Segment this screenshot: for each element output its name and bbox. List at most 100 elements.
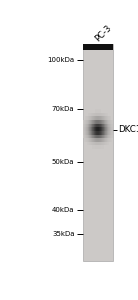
Bar <box>87 142 88 146</box>
Bar <box>91 113 92 116</box>
Text: PC-3: PC-3 <box>93 23 113 43</box>
Bar <box>101 131 102 135</box>
Bar <box>87 113 88 116</box>
Bar <box>102 142 103 146</box>
Bar <box>111 116 112 120</box>
Bar <box>83 124 84 127</box>
Bar <box>95 109 96 113</box>
Bar <box>95 116 96 120</box>
Bar <box>102 146 103 149</box>
Bar <box>101 120 102 124</box>
Bar <box>101 146 102 149</box>
Bar <box>100 113 101 116</box>
Bar <box>106 131 107 135</box>
Bar <box>91 116 92 120</box>
Bar <box>86 131 87 135</box>
Bar <box>92 116 93 120</box>
Bar <box>94 142 95 146</box>
Bar <box>85 120 86 124</box>
Bar <box>89 116 90 120</box>
Bar <box>92 131 93 135</box>
Bar <box>90 138 91 142</box>
Bar <box>108 116 109 120</box>
Bar <box>90 124 91 127</box>
Bar <box>103 142 104 146</box>
Bar <box>84 138 85 142</box>
Bar <box>89 113 90 116</box>
Bar <box>89 142 90 146</box>
Bar <box>110 124 111 127</box>
Bar <box>89 120 90 124</box>
Bar <box>98 127 99 131</box>
Bar <box>107 131 108 135</box>
Bar <box>111 124 112 127</box>
Bar <box>97 138 98 142</box>
Bar <box>86 127 87 131</box>
Bar <box>101 116 102 120</box>
Bar <box>95 124 96 127</box>
Bar <box>104 113 105 116</box>
Bar <box>92 138 93 142</box>
Bar <box>83 44 113 261</box>
Bar <box>109 131 110 135</box>
Bar <box>106 142 107 146</box>
Bar <box>90 135 91 138</box>
Bar <box>110 131 111 135</box>
Bar <box>97 135 98 138</box>
Bar <box>106 116 107 120</box>
Bar <box>108 120 109 124</box>
Bar <box>95 120 96 124</box>
Bar <box>102 116 103 120</box>
Bar <box>100 142 101 146</box>
Bar <box>102 120 103 124</box>
Bar <box>111 120 112 124</box>
Bar <box>105 124 106 127</box>
Bar <box>93 124 94 127</box>
Bar <box>99 113 100 116</box>
Bar <box>93 127 94 131</box>
Bar <box>108 138 109 142</box>
Bar <box>107 142 108 146</box>
Bar <box>106 120 107 124</box>
Bar <box>94 146 95 149</box>
Bar <box>101 124 102 127</box>
Bar <box>87 124 88 127</box>
Bar <box>92 113 93 116</box>
Bar <box>97 127 98 131</box>
Bar <box>91 127 92 131</box>
Bar <box>111 131 112 135</box>
Bar <box>110 127 111 131</box>
Bar <box>92 142 93 146</box>
Bar <box>94 131 95 135</box>
Bar <box>94 135 95 138</box>
Bar <box>83 135 84 138</box>
Bar <box>96 146 97 149</box>
Bar <box>103 146 104 149</box>
Bar <box>106 124 107 127</box>
Bar <box>99 120 100 124</box>
Bar <box>108 135 109 138</box>
Bar <box>104 131 105 135</box>
Bar <box>92 124 93 127</box>
Bar <box>107 124 108 127</box>
Bar <box>98 124 99 127</box>
Bar <box>102 124 103 127</box>
Bar <box>106 113 107 116</box>
Bar <box>88 138 89 142</box>
Bar <box>100 127 101 131</box>
Bar <box>98 109 99 113</box>
Bar <box>107 120 108 124</box>
Bar <box>84 127 85 131</box>
Bar <box>87 135 88 138</box>
Bar <box>104 142 105 146</box>
Bar <box>101 135 102 138</box>
Bar <box>99 131 100 135</box>
Bar <box>110 120 111 124</box>
Bar <box>109 127 110 131</box>
Bar <box>96 116 97 120</box>
Bar <box>99 109 100 113</box>
Bar <box>94 127 95 131</box>
Bar <box>95 142 96 146</box>
Bar <box>107 116 108 120</box>
Bar <box>95 135 96 138</box>
